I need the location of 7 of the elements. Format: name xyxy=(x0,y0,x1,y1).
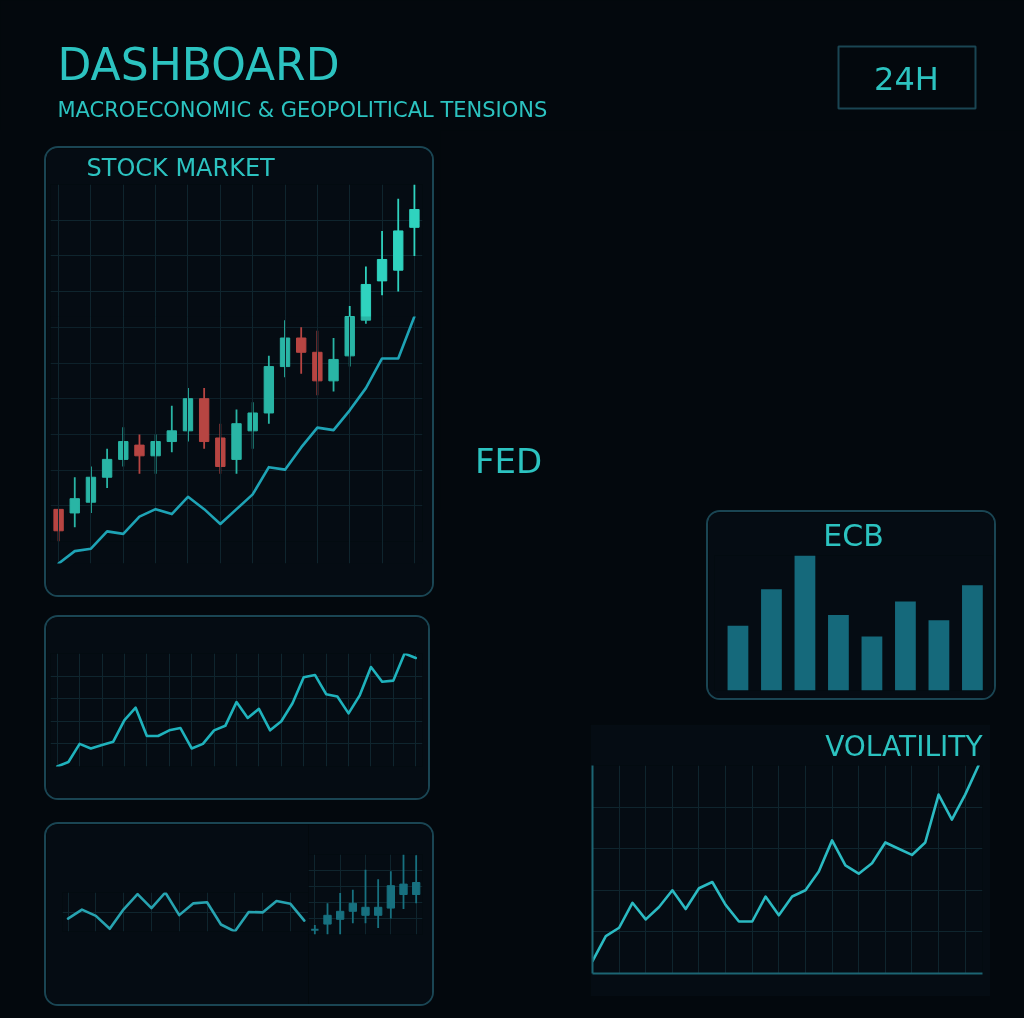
text: FED xyxy=(474,440,543,481)
text: MACROECONOMIC & GEOPOLITICAL TENSIONS xyxy=(57,97,548,122)
chart-title: VOLATILITY xyxy=(825,729,984,763)
text: DASHBOARD xyxy=(57,39,340,90)
text: 24H xyxy=(874,59,939,98)
chart-title: STOCK MARKET xyxy=(86,153,276,182)
chart-title: ECB xyxy=(823,517,884,553)
